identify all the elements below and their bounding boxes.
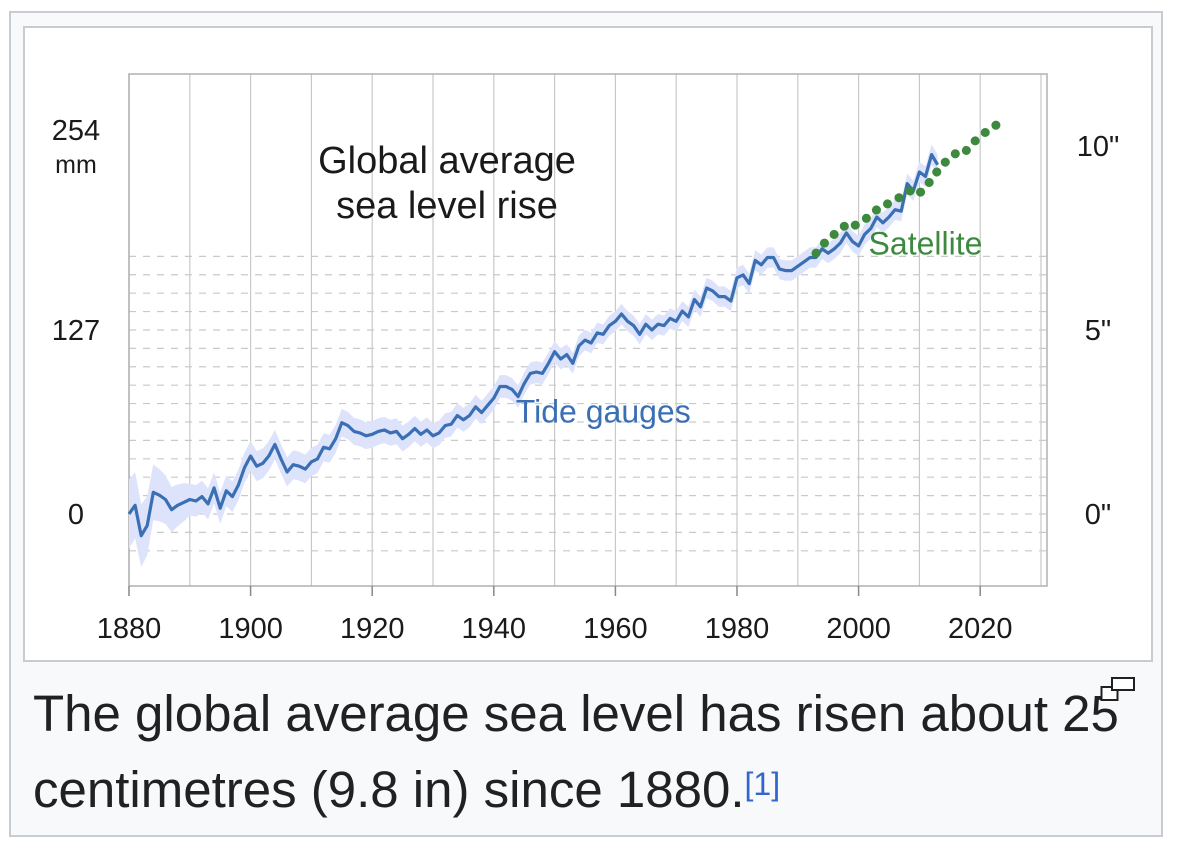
series-label-tide-gauges: Tide gauges [516, 394, 691, 430]
figure-caption: The global average sea level has risen a… [33, 676, 1143, 828]
series-line-satellite [811, 118, 1003, 258]
left-axis-unit: mm [55, 151, 97, 179]
chart-title-line-2: sea level rise [336, 185, 558, 227]
magnify-clip-icon[interactable] [1100, 676, 1136, 702]
x-tick-label: 1940 [462, 613, 527, 645]
x-tick-label: 1900 [218, 613, 283, 645]
series-label-satellite: Satellite [869, 226, 983, 262]
left-axis-tick-label: 127 [52, 315, 100, 347]
x-tick-label: 2020 [948, 613, 1013, 645]
right-axis-tick-label: 5" [1085, 315, 1111, 347]
x-tick-label: 2000 [826, 613, 891, 645]
right-axis-tick-label: 10" [1077, 131, 1120, 163]
grid-lines [128, 74, 1047, 586]
series-lines [127, 118, 1003, 538]
right-axis-tick-label: 0" [1085, 499, 1111, 531]
caption-text: The global average sea level has risen a… [33, 685, 1119, 818]
plot-area-frame [128, 73, 1048, 587]
x-tick-label: 1880 [97, 613, 162, 645]
left-axis-tick-label: 254 [52, 115, 100, 147]
reference-link[interactable]: [1] [744, 766, 781, 802]
series-line-tide-gauges [127, 153, 939, 538]
chart-title-line-1: Global average [318, 140, 576, 182]
x-tick-label: 1920 [340, 613, 405, 645]
x-tick-label: 1960 [583, 613, 648, 645]
left-axis-tick-label: 0 [68, 499, 84, 531]
reference-superscript: [1] [745, 766, 781, 802]
axis-labels: 1880 1900 1920 1940 1960 1980 2000 2020 0 127 254 m… [52, 115, 1119, 645]
x-tick-label: 1980 [705, 613, 770, 645]
